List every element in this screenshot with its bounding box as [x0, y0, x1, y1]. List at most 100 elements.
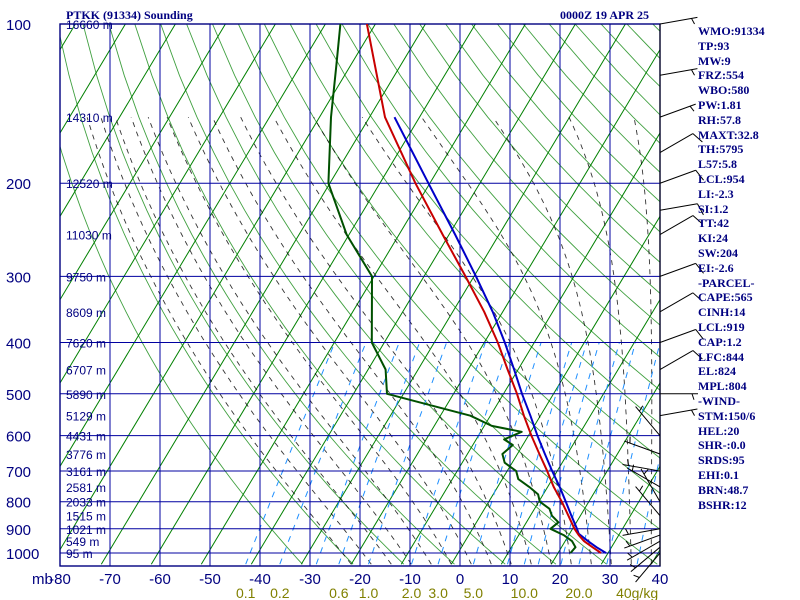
temperature-tick-label: 40	[652, 571, 669, 588]
height-label: 9750 m	[66, 270, 106, 284]
dry-adiabat-line	[82, 24, 405, 565]
wind-barb	[660, 393, 698, 400]
isotherm-line	[60, 24, 176, 218]
dry-adiabat-line	[315, 24, 660, 425]
moist-adiabat-line	[115, 117, 392, 565]
pressure-tick-label: 500	[6, 387, 31, 404]
pressure-tick-label: 700	[6, 464, 31, 481]
wind-barb-shaft	[659, 133, 694, 154]
temperature-tick-label: 0	[456, 571, 464, 588]
wind-barb-half-feather	[643, 468, 649, 475]
wind-barb-shaft	[659, 350, 694, 370]
index-item: SRDS:95	[698, 453, 745, 468]
dewpoint-line	[327, 24, 577, 554]
wind-barb-feather	[695, 329, 704, 340]
index-item: SW:204	[698, 245, 739, 260]
index-item: LCL:919	[698, 319, 745, 334]
dry-adiabat-line	[212, 24, 658, 565]
mixing-ratio-label: 1.0	[359, 585, 379, 600]
isotherm-line	[60, 24, 226, 301]
wind-barb	[635, 485, 661, 516]
index-item: LFC:844	[698, 349, 744, 364]
index-item: SI:1.2	[698, 201, 729, 216]
height-label: 7620 m	[66, 336, 106, 350]
index-item: TT:42	[698, 216, 730, 231]
index-item: SHR-:0.0	[698, 438, 746, 453]
wind-barb-shaft	[630, 546, 661, 572]
index-item: EHI:0.1	[698, 467, 740, 482]
index-item: KI:24	[698, 231, 728, 246]
index-item: WBO:580	[698, 83, 750, 98]
height-label: 1021 m	[66, 523, 106, 537]
wind-barb-half-feather	[639, 485, 644, 492]
mixing-ratio-label: 0.6	[329, 585, 349, 600]
index-item: MAXT:32.8	[698, 127, 759, 142]
mixing-ratio-line	[437, 342, 510, 565]
height-label: 2581 m	[66, 481, 106, 495]
wind-barb-shaft	[659, 262, 696, 277]
wind-barb	[622, 528, 661, 536]
isotherm-line	[350, 48, 660, 565]
mixing-ratio-line	[606, 342, 660, 565]
wind-barb-half-feather	[691, 69, 695, 76]
mixing-ratio-line	[523, 342, 588, 565]
height-label: 16660 m	[66, 18, 113, 32]
wind-barb-shaft	[659, 215, 694, 235]
mixing-ratio-label: 5.0	[464, 585, 484, 600]
wind-barb-shaft	[635, 552, 661, 583]
mixing-ratio-label: 2.0	[402, 585, 422, 600]
wind-barb-shaft	[626, 467, 661, 488]
moist-adiabat-line	[86, 117, 352, 565]
wind-barb-feather	[692, 215, 703, 225]
temperature-tick-label: -30	[299, 571, 321, 588]
index-item: L57:5.8	[698, 157, 737, 172]
temperature-tick-label: 20	[552, 571, 569, 588]
index-item: LCL:954	[698, 171, 745, 186]
index-item: TP:93	[698, 38, 730, 53]
wind-barb	[626, 540, 661, 561]
height-label: 14310 m	[66, 111, 113, 125]
temperature-tick-label: 10	[502, 571, 519, 588]
index-item: STM:150/6	[698, 408, 756, 423]
isotherm-line	[100, 24, 426, 565]
index-item: CAP:1.2	[698, 334, 742, 349]
mixing-ratio-label: 0.2	[270, 585, 290, 600]
wind-barb-half-feather	[625, 540, 631, 547]
mixing-ratio-label: 20.0	[565, 585, 592, 600]
dry-adiabat-line	[445, 24, 660, 263]
dry-adiabat-line	[237, 24, 660, 530]
mixing-ratio-line	[279, 342, 367, 565]
wind-barb	[659, 203, 704, 216]
temperature-tick-label: -70	[99, 571, 121, 588]
wind-barb-half-feather	[689, 105, 695, 112]
dry-adiabat-line	[419, 24, 660, 294]
pressure-tick-label: 400	[6, 335, 31, 352]
index-item: -PARCEL-	[698, 275, 755, 290]
temperature-tick-label: -50	[199, 571, 221, 588]
mixing-ratio-line	[507, 342, 573, 565]
dry-adiabat-line	[134, 24, 506, 565]
mixing-ratio-line	[338, 342, 421, 565]
index-item: CAPE:565	[698, 290, 753, 305]
wind-barb-feather	[692, 292, 703, 302]
index-item: TH:5795	[698, 142, 744, 157]
wind-barb	[624, 436, 661, 455]
height-label: 3776 m	[66, 448, 106, 462]
index-item: BRN:48.7	[698, 482, 749, 497]
height-label: 8609 m	[66, 306, 106, 320]
height-label: 95 m	[66, 547, 93, 561]
isotherm-line	[300, 24, 626, 565]
wind-barb-half-feather	[633, 574, 640, 578]
temperature-tick-label: -40	[249, 571, 271, 588]
wind-barb-shaft	[659, 408, 698, 417]
height-label: 1515 m	[66, 510, 106, 524]
mixing-ratio-line	[245, 342, 336, 565]
index-item: CINH:14	[698, 305, 746, 320]
mixing-ratio-line	[636, 454, 660, 565]
wind-barb-half-feather	[627, 459, 629, 466]
index-item: FRZ:554	[698, 68, 744, 83]
wind-barb	[629, 546, 661, 572]
wind-barb	[659, 408, 698, 417]
isotherm-line	[200, 24, 526, 565]
